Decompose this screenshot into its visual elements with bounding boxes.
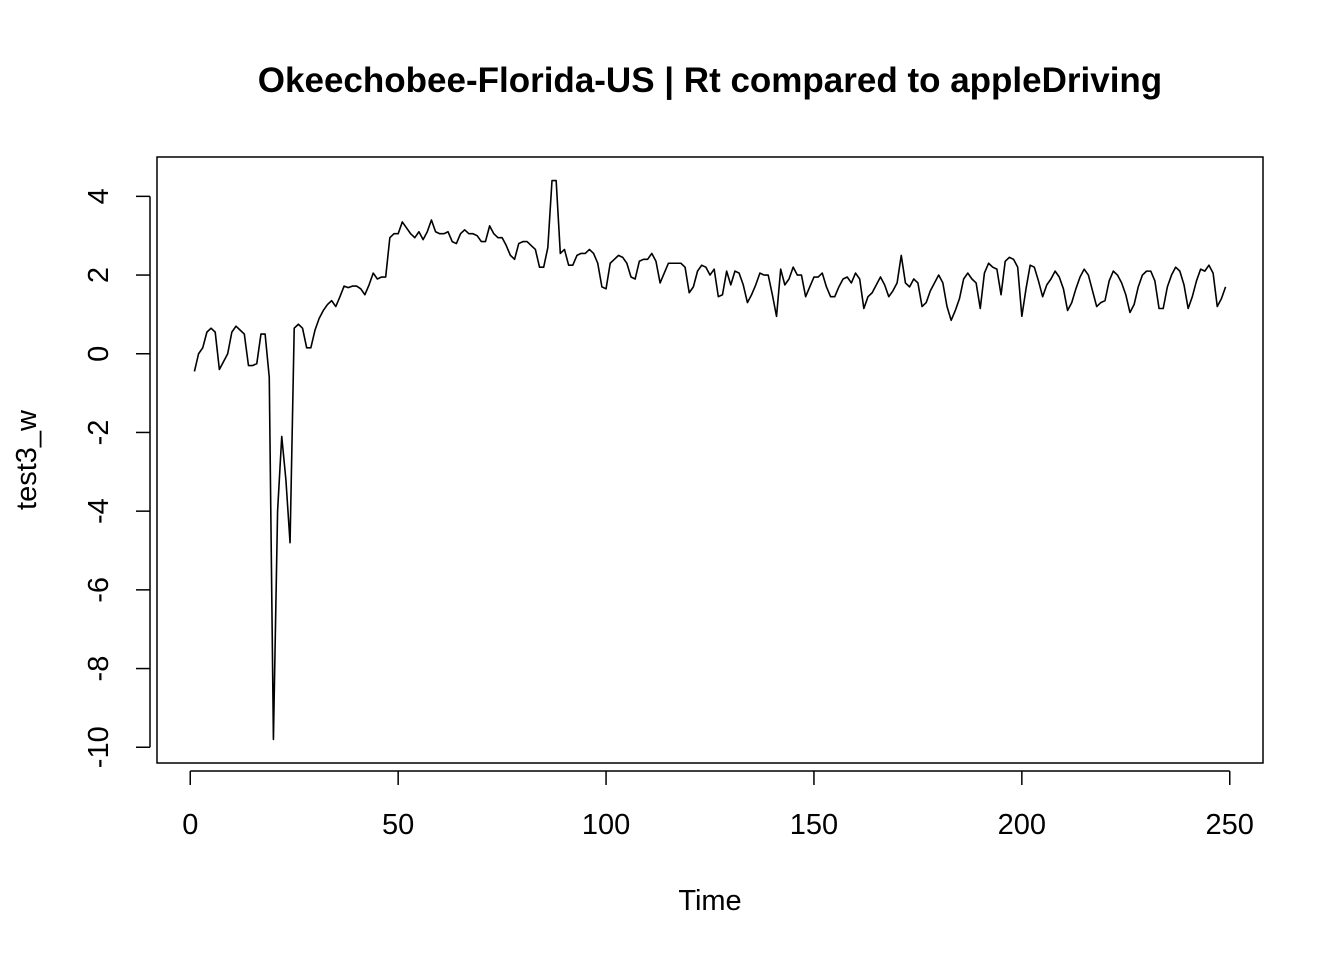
y-tick-label: 0	[83, 346, 115, 362]
y-tick-label: 4	[83, 188, 115, 204]
y-tick-label: -8	[83, 656, 115, 682]
x-tick-label: 0	[182, 809, 198, 841]
plot-frame	[156, 156, 1264, 764]
y-axis-label: test3_w	[11, 409, 43, 510]
series-line	[193, 179, 1227, 741]
x-tick-label: 250	[1206, 809, 1254, 841]
y-tick-label: -10	[83, 726, 115, 768]
x-tick-label: 200	[998, 809, 1046, 841]
x-axis: 0 50 100 150 200 250	[182, 770, 1254, 841]
y-tick-label: -6	[83, 577, 115, 603]
y-tick-label: 2	[83, 267, 115, 283]
y-axis: 4 2 0 -2 -4 -6 -8 -10	[83, 188, 151, 768]
x-tick-label: 50	[382, 809, 414, 841]
x-tick-label: 150	[790, 809, 838, 841]
x-tick-label: 100	[582, 809, 630, 841]
x-axis-label: Time	[678, 885, 741, 917]
y-tick-label: -2	[83, 420, 115, 446]
series-layer	[193, 179, 1227, 741]
y-tick-label: -4	[83, 498, 115, 524]
chart-title: Okeechobee-Florida-US | Rt compared to a…	[258, 61, 1162, 100]
